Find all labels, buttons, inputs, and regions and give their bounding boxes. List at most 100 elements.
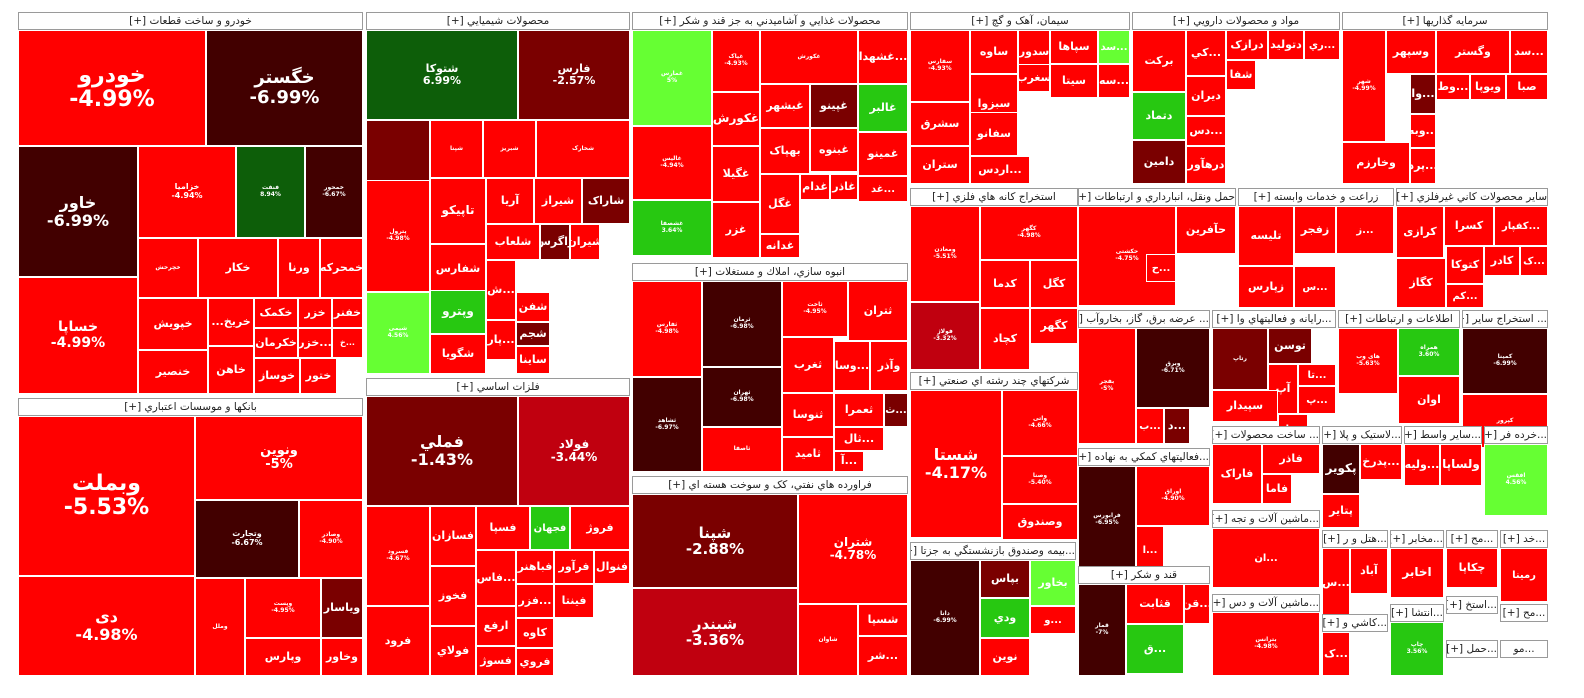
treemap-cell[interactable]: افقس 4.56% (1484, 444, 1548, 516)
treemap-cell[interactable]: ...غد (858, 176, 908, 202)
treemap-cell[interactable]: شفن (516, 292, 550, 322)
treemap-cell[interactable]: شاوان (798, 604, 858, 676)
treemap-cell[interactable]: ...س (1322, 548, 1350, 618)
treemap-cell[interactable]: خمحرکه (320, 238, 363, 298)
treemap-cell[interactable]: فاذر (1262, 444, 1320, 474)
treemap-cell[interactable]: ...قن (1184, 584, 1210, 624)
sector-header[interactable]: قند و شکر [+] (1078, 566, 1210, 584)
treemap-cell[interactable]: ...وسا (834, 341, 870, 391)
treemap-cell[interactable]: کگاز (1396, 258, 1446, 308)
treemap-cell[interactable]: ولساپا (1440, 444, 1482, 486)
treemap-cell[interactable]: دتولید (1268, 30, 1304, 60)
sector-header[interactable]: محصولات شيميايي [+] (366, 12, 630, 30)
sector-header[interactable]: سيمان، آهک و گچ [+] (910, 12, 1130, 30)
treemap-cell[interactable]: شپنا (430, 120, 483, 178)
treemap-cell[interactable]: فروژ (570, 506, 630, 550)
treemap-cell[interactable]: ...کفپار (1494, 206, 1548, 246)
sector-header[interactable]: ...مح [+] (1500, 604, 1548, 622)
treemap-cell[interactable]: زفجر (1294, 206, 1336, 254)
treemap-cell[interactable]: تلیسه (1238, 206, 1294, 266)
sector-header[interactable]: شرکتهاي چند رشته اي صنعتي [+] (910, 372, 1078, 390)
treemap-cell[interactable]: زپارس (1238, 266, 1294, 308)
treemap-cell[interactable]: ...غشهدا (858, 30, 908, 84)
treemap-cell[interactable]: ثتران (848, 281, 908, 341)
treemap-cell[interactable]: ...دس (1186, 116, 1226, 146)
treemap-cell[interactable]: پکویر (1322, 444, 1360, 494)
treemap-cell[interactable]: ثهران -6.98% (702, 367, 782, 427)
treemap-cell[interactable]: شخارک (536, 120, 630, 178)
treemap-cell[interactable]: ...فزر (516, 584, 554, 618)
treemap-cell[interactable]: سفارس -4.93% (910, 30, 970, 102)
treemap-cell[interactable]: خکرمان (254, 328, 298, 358)
treemap-cell[interactable]: کاوه (516, 618, 554, 648)
treemap-cell[interactable]: خکار (198, 238, 278, 298)
treemap-cell[interactable]: ديران (1186, 76, 1226, 116)
treemap-cell[interactable]: درهآور (1186, 146, 1226, 184)
treemap-cell[interactable]: ثشاهد -6.97% (632, 377, 702, 472)
treemap-cell[interactable]: خکمک (254, 298, 298, 328)
treemap-cell[interactable]: اوان (1398, 376, 1460, 424)
treemap-cell[interactable]: حآفرین (1176, 206, 1236, 254)
treemap-cell[interactable]: سپاها (1050, 30, 1098, 64)
treemap-cell[interactable]: پتایر (1322, 494, 1360, 528)
treemap-cell[interactable]: غبنوه (810, 128, 858, 172)
treemap-cell[interactable]: تاپیکو (430, 178, 486, 244)
treemap-cell[interactable]: شیمی 4.56% (366, 292, 430, 374)
treemap-cell[interactable]: ...د (1164, 408, 1190, 444)
treemap-cell[interactable]: وخاور (321, 638, 363, 676)
treemap-cell[interactable]: وسپهر (1386, 30, 1436, 74)
treemap-cell[interactable]: کرازی (1396, 206, 1444, 258)
treemap-cell[interactable]: دی -4.98% (18, 576, 195, 676)
treemap-cell[interactable]: شفارس (430, 244, 486, 294)
treemap-cell[interactable]: ...سد (1510, 30, 1548, 74)
treemap-cell[interactable]: ...ري (1304, 30, 1340, 60)
treemap-cell[interactable]: غالبر (858, 84, 908, 132)
sector-header[interactable]: ...انتشا [+] (1390, 604, 1444, 622)
treemap-cell[interactable]: اخابر (1390, 548, 1444, 598)
treemap-cell[interactable]: خزامیا -4.94% (138, 146, 236, 238)
treemap-cell[interactable]: فنوال (594, 550, 630, 584)
treemap-cell[interactable]: قثابت (1126, 584, 1184, 624)
treemap-cell[interactable]: چکاپا (1446, 548, 1498, 588)
treemap-cell[interactable]: شپنا -2.88% (632, 494, 798, 588)
treemap-cell[interactable]: ...ب (1136, 408, 1164, 444)
treemap-cell[interactable]: زاگرس (540, 224, 570, 260)
treemap-cell[interactable]: غکورش (760, 30, 858, 84)
treemap-cell[interactable]: خچرخش (138, 238, 198, 298)
treemap-cell[interactable]: فسپا (476, 506, 530, 550)
treemap-cell[interactable]: ثامید (782, 437, 834, 472)
sector-header[interactable]: ...فعاليتهاي کمکي به نهاده [+] (1078, 448, 1210, 466)
treemap-cell[interactable]: فسرود -4.67% (366, 506, 430, 606)
treemap-cell[interactable]: ...سد (1098, 30, 1130, 64)
treemap-cell[interactable]: پترول -4.98% (366, 180, 430, 292)
treemap-cell[interactable]: کسرا (1444, 206, 1494, 246)
treemap-cell[interactable]: نوین (980, 638, 1030, 676)
treemap-cell[interactable]: وصندوق (1002, 504, 1078, 540)
sector-header[interactable]: ساير محصولات کاني غيرفلزي [+] (1396, 188, 1548, 206)
sector-header[interactable]: محصولات غذايي و آشاميدني به جز قند و شکر… (632, 12, 908, 30)
treemap-cell[interactable]: فملي -1.43% (366, 396, 518, 506)
treemap-cell[interactable]: فنفت 8.94% (236, 146, 305, 238)
sector-header[interactable]: ...بيمه وصندوق بازنشستگي به جزتا [+] (910, 542, 1076, 560)
treemap-cell[interactable]: ...ز (1336, 206, 1394, 254)
treemap-cell[interactable]: خپویش (138, 298, 208, 350)
treemap-cell[interactable]: شیران (570, 224, 600, 260)
treemap-cell[interactable]: ...فاس (476, 550, 516, 606)
treemap-cell[interactable]: فینتا (554, 584, 594, 618)
treemap-cell[interactable]: فخوز (430, 566, 476, 626)
sector-header[interactable]: انبوه سازي، املاك و مستغلات [+] (632, 263, 908, 281)
treemap-cell[interactable]: ...وا (1410, 74, 1436, 114)
treemap-cell[interactable]: ...ث (884, 393, 908, 427)
treemap-cell[interactable]: توسن (1268, 328, 1312, 364)
treemap-cell[interactable]: وبملت -5.53% (18, 416, 195, 576)
treemap-cell[interactable]: کادر (1484, 246, 1520, 276)
treemap-cell[interactable]: ونوین -5% (195, 416, 363, 500)
treemap-cell[interactable]: ویاسار (321, 578, 363, 638)
treemap-cell[interactable]: بپاس (980, 560, 1030, 598)
treemap-cell[interactable]: غمارس 5% (632, 30, 712, 126)
treemap-cell[interactable]: ...و (1030, 606, 1076, 634)
treemap-cell[interactable]: شاراک (582, 178, 630, 224)
treemap-cell[interactable]: غاذر (830, 174, 858, 200)
treemap-cell[interactable]: فاما (1262, 474, 1292, 504)
treemap-cell[interactable]: ...اردس (970, 156, 1030, 184)
